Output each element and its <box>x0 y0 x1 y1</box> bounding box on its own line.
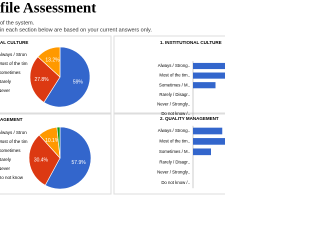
legend-label: Most of the tim <box>0 139 28 144</box>
slice-label: 59% <box>73 80 84 86</box>
slice-label: 13.2% <box>45 57 60 63</box>
pie-slice <box>56 126 61 159</box>
legend-label: Never <box>0 166 11 171</box>
page-title: file Assessment <box>0 0 96 16</box>
panel <box>0 113 112 195</box>
subtitle: in each section below are based on your … <box>0 27 152 33</box>
pie-slice <box>28 134 61 186</box>
category-label: Never / Strongly.. <box>157 102 190 107</box>
bar <box>193 138 225 145</box>
bar <box>193 127 223 135</box>
legend-label: Rarely <box>0 79 12 84</box>
bar <box>193 82 216 89</box>
pie-slice <box>43 46 91 108</box>
pie-slice <box>37 46 61 78</box>
category-label: Do not know /.. <box>161 111 190 116</box>
category-label: Always / Strong.. <box>158 128 190 133</box>
category-label: Most of the tim.. <box>159 73 190 78</box>
legend-label: Most of the tim <box>0 61 28 66</box>
panel-title: AL CULTURE <box>0 40 28 45</box>
category-label: Always / Strong.. <box>158 63 190 68</box>
legend-label: Rarely <box>0 157 12 162</box>
panel-title: 1. INSTITUTIONAL CULTURE <box>160 40 222 45</box>
panel-title: 2. QUALITY MANAGEMENT <box>160 116 219 121</box>
subtitle: of the system. <box>0 20 35 26</box>
category-label: Sometimes / M.. <box>159 149 190 154</box>
panel <box>113 113 225 195</box>
panel-title: AGEMENT <box>0 117 23 122</box>
category-label: Most of the tim.. <box>159 139 190 144</box>
slice-label: 27.8% <box>34 77 49 83</box>
slice-label: 30.4% <box>34 158 49 164</box>
page: file Assessment of the system. in each s… <box>0 0 225 195</box>
pie-slice <box>44 126 92 190</box>
category-label: Rarely / Disagr.. <box>159 92 190 97</box>
legend-label: Always / Stron <box>0 130 27 135</box>
category-label: Never / Strongly.. <box>157 170 190 175</box>
panel <box>113 35 225 114</box>
legend-label: Sometimes <box>0 70 21 75</box>
category-label: Do not know /.. <box>161 180 190 185</box>
legend-label: Always / Stron <box>0 52 27 57</box>
slice-label: 57.9% <box>72 160 87 166</box>
legend-label: Do not know <box>0 175 24 180</box>
pie-slice <box>29 56 61 103</box>
category-label: Sometimes / M.. <box>159 82 190 87</box>
bar <box>193 148 211 156</box>
bar <box>193 72 225 79</box>
slice-label: 10.1% <box>45 138 60 144</box>
legend-label: Sometimes <box>0 148 21 153</box>
panel <box>0 35 112 114</box>
category-label: Rarely / Disagr.. <box>159 159 190 164</box>
legend-label: Never <box>0 88 11 93</box>
bar <box>193 62 225 70</box>
